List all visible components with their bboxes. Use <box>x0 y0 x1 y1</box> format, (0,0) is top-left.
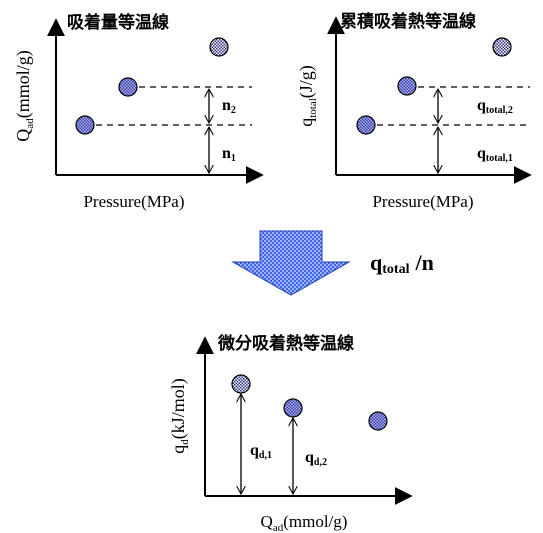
y-axis-label: Qad(mmol/g) <box>13 50 36 141</box>
conversion-step: qtotal/n <box>231 230 434 296</box>
data-point-3 <box>209 37 229 57</box>
data-point-1 <box>231 374 251 394</box>
data-point-2 <box>118 77 138 97</box>
y-axis-label: qtotal(J/g) <box>296 65 319 127</box>
panel-title: 微分吸着熱等温線 <box>217 333 354 354</box>
down-arrow-icon <box>231 230 351 296</box>
data-point-3 <box>368 411 388 431</box>
x-axis-label: Pressure(MPa) <box>372 192 473 211</box>
label-q-d-2: qd,2 <box>305 449 327 468</box>
data-point-1 <box>75 115 95 135</box>
label-n2: n2 <box>222 97 236 116</box>
data-point-2 <box>283 398 303 418</box>
label-q-total-2: qtotal,2 <box>477 97 513 116</box>
conversion-formula: qtotal/n <box>370 250 434 277</box>
label-q-d-1: qd,1 <box>250 442 272 461</box>
x-axis-label: Qad(mmol/g) <box>261 512 348 533</box>
label-n1: n1 <box>222 145 236 164</box>
label-q-total-1: qtotal,1 <box>477 145 513 164</box>
y-axis-label: qd(kJ/mol) <box>168 378 191 454</box>
data-point-2 <box>397 76 417 96</box>
x-axis-label: Pressure(MPa) <box>83 192 184 211</box>
panel-cumulative-heat-isotherm: 累積吸着熱等温線 qtotal(J/g) Pressure(MPa) qtota… <box>296 11 532 211</box>
data-point-1 <box>356 115 376 135</box>
data-point-3 <box>492 37 512 57</box>
panel-title: 吸着量等温線 <box>67 12 169 33</box>
panel-title: 累積吸着熱等温線 <box>340 11 476 32</box>
panel-differential-heat-isotherm: 微分吸着熱等温線 qd(kJ/mol) Qad(mmol/g) qd,1 qd,… <box>168 333 413 533</box>
panel-adsorption-isotherm: 吸着量等温線 Qad(mmol/g) Pressure(MPa) n2 n1 <box>13 12 264 211</box>
